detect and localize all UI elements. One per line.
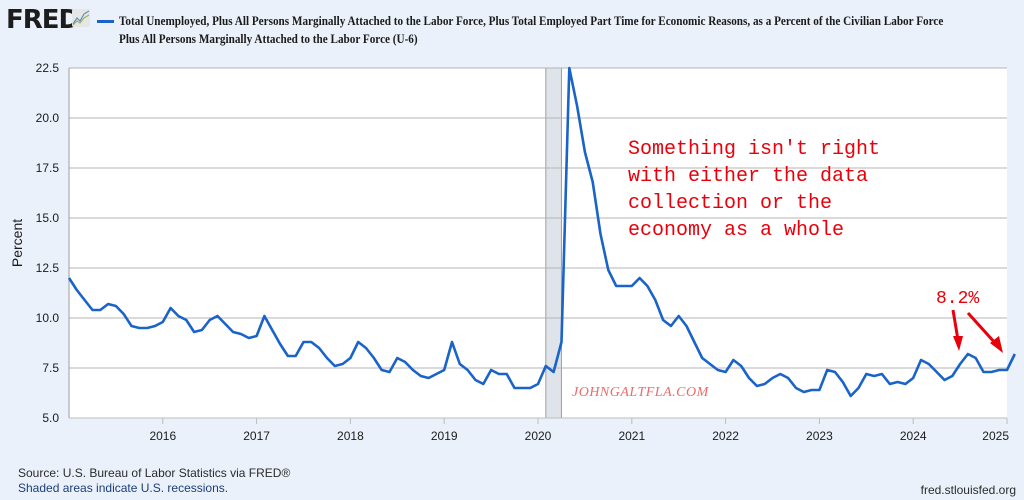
plot-area	[69, 68, 1007, 418]
comment-line-2: with either the data	[628, 165, 868, 188]
x-tick-label: 2021	[618, 429, 645, 443]
comment-annotation: Something isn't right with either the da…	[628, 138, 880, 242]
x-tick-label: 2023	[806, 429, 833, 443]
x-tick-label: 2022	[712, 429, 739, 443]
x-tick-label: 2018	[337, 429, 364, 443]
source-text: Source: U.S. Bureau of Labor Statistics …	[18, 466, 291, 480]
source-note: Source: U.S. Bureau of Labor Statistics …	[18, 466, 290, 496]
recession-note: Shaded areas indicate U.S. recessions.	[18, 481, 229, 495]
watermark: JOHNGALTFLA.COM	[572, 385, 710, 400]
chart-title-line-2: Plus All Persons Marginally Attached to …	[119, 31, 418, 46]
site-link[interactable]: fred.stlouisfed.org	[920, 483, 1016, 497]
chart-title-line-1: Total Unemployed, Plus All Persons Margi…	[119, 13, 944, 28]
legend-swatch	[97, 20, 114, 23]
comment-line-1: Something isn't right	[628, 138, 880, 161]
y-axis-label: Percent	[9, 219, 25, 267]
arrow-to-2025-value	[966, 311, 1003, 353]
y-tick-label: 15.0	[36, 211, 60, 225]
fred-logo[interactable]: FRED	[6, 5, 80, 35]
value-label-annotation: 8.2%	[936, 289, 979, 309]
chart-title: Total Unemployed, Plus All Persons Margi…	[119, 12, 944, 48]
y-tick-label: 20.0	[36, 111, 60, 125]
comment-line-4: economy as a whole	[628, 219, 844, 242]
x-tick-label: 2017	[243, 429, 270, 443]
y-tick-label: 12.5	[36, 261, 60, 275]
chart-line-icon	[72, 9, 90, 27]
x-tick-label: 2016	[149, 429, 176, 443]
recession-band	[545, 68, 562, 418]
x-tick-label: 2024	[900, 429, 927, 443]
series-line-u6	[67, 66, 1016, 398]
y-tick-label: 10.0	[36, 311, 60, 325]
y-tick-label: 7.5	[42, 361, 59, 375]
y-tick-label: 5.0	[42, 411, 59, 425]
y-tick-label: 17.5	[36, 161, 60, 175]
y-tick-label: 22.5	[36, 61, 60, 75]
arrow-to-2024-peak	[951, 309, 963, 351]
x-tick-label: 2020	[525, 429, 552, 443]
x-tick-label: 2025	[982, 429, 1009, 443]
comment-line-3: collection or the	[628, 192, 832, 215]
x-tick-label: 2019	[431, 429, 458, 443]
